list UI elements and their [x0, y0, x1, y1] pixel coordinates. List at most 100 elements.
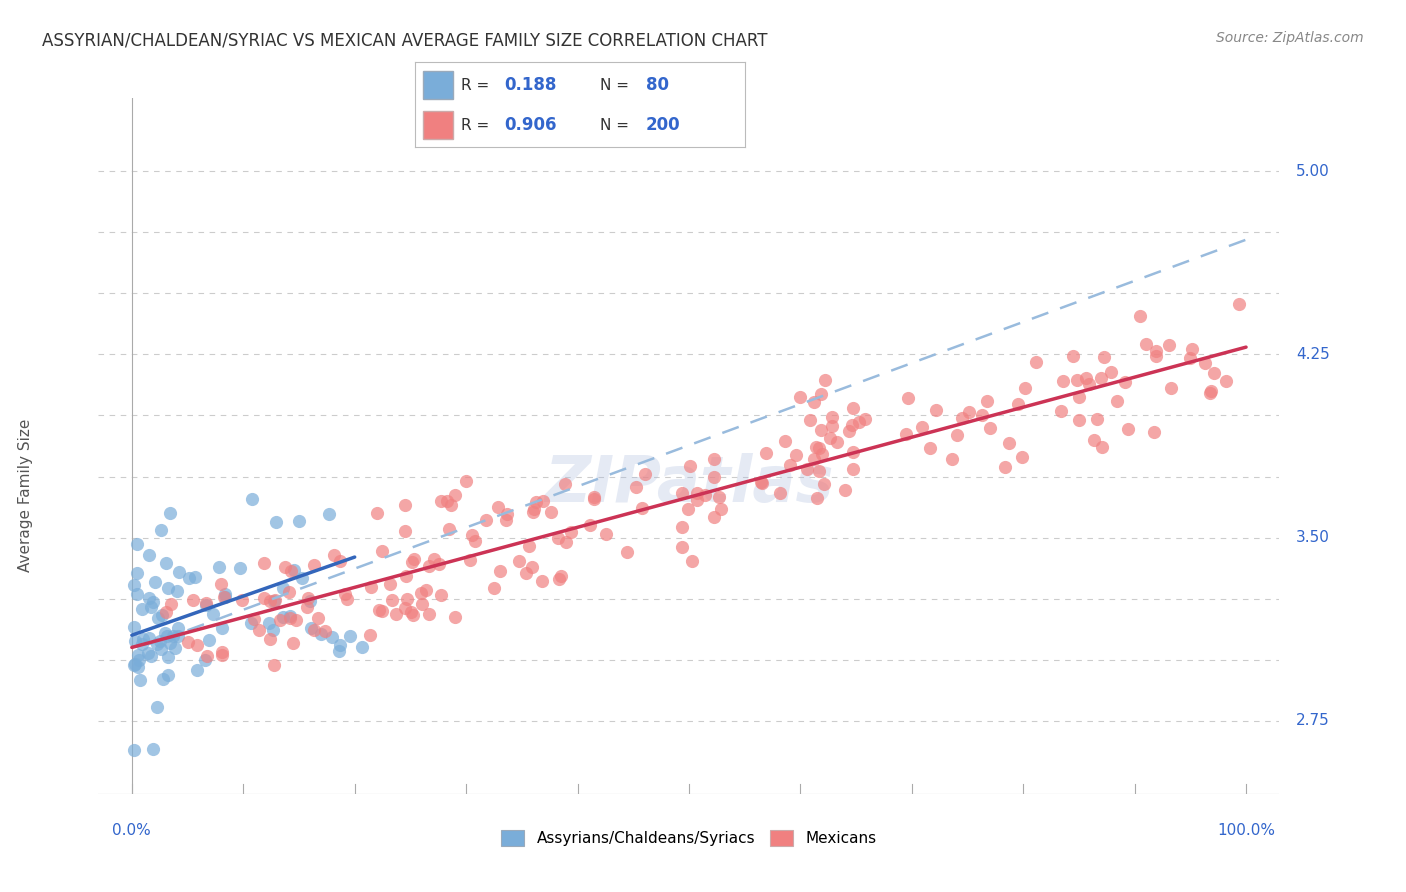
Text: 100.0%: 100.0% [1218, 823, 1275, 838]
Point [298, 593, 321, 607]
Point [146, 637, 169, 651]
Point [339, 629, 361, 643]
Point [834, 483, 856, 497]
Point [522, 505, 544, 519]
Point [439, 522, 461, 536]
Point [211, 648, 233, 662]
Point [208, 559, 231, 574]
Point [297, 591, 319, 605]
Point [162, 629, 184, 643]
Point [897, 391, 920, 405]
Point [979, 421, 1001, 435]
Text: Average Family Size: Average Family Size [18, 418, 34, 572]
Point [803, 452, 825, 467]
Point [1129, 309, 1152, 323]
Point [495, 513, 517, 527]
Point [125, 587, 148, 601]
Point [1099, 365, 1122, 379]
Point [582, 491, 605, 505]
Point [402, 551, 425, 566]
Point [1052, 374, 1074, 388]
Point [214, 590, 236, 604]
Point [138, 591, 160, 605]
Point [1178, 351, 1201, 366]
Point [371, 543, 394, 558]
Point [352, 640, 374, 655]
Point [132, 632, 155, 647]
Point [1062, 349, 1084, 363]
Point [264, 515, 287, 529]
Point [550, 569, 572, 583]
Text: Source: ZipAtlas.com: Source: ZipAtlas.com [1216, 31, 1364, 45]
Point [1160, 381, 1182, 395]
Point [122, 743, 145, 757]
Point [278, 608, 301, 623]
Point [582, 491, 605, 506]
Point [945, 427, 967, 442]
Point [1143, 425, 1166, 440]
Point [807, 464, 830, 478]
Text: ZIPatlas: ZIPatlas [544, 453, 834, 515]
Point [423, 552, 446, 566]
Point [381, 593, 404, 607]
Point [785, 449, 807, 463]
Point [278, 585, 301, 599]
Point [278, 611, 301, 625]
Point [401, 555, 423, 569]
Point [240, 492, 263, 507]
Point [1092, 351, 1115, 365]
Point [769, 486, 792, 500]
Bar [423, 71, 453, 99]
Point [124, 657, 146, 671]
Point [520, 560, 543, 574]
Point [165, 641, 187, 656]
Point [818, 431, 841, 445]
Point [167, 629, 190, 643]
Point [1007, 397, 1029, 411]
Point [842, 401, 865, 415]
Point [803, 394, 825, 409]
Point [998, 435, 1021, 450]
Point [482, 581, 505, 595]
Point [474, 513, 496, 527]
Point [806, 491, 828, 506]
Point [146, 699, 169, 714]
Point [150, 607, 173, 622]
Point [952, 411, 974, 425]
Point [508, 553, 530, 567]
Point [779, 458, 801, 473]
Point [1067, 413, 1090, 427]
Point [194, 596, 217, 610]
Point [1083, 433, 1105, 447]
Point [321, 630, 343, 644]
Point [402, 607, 425, 622]
Point [810, 423, 832, 437]
Point [804, 440, 827, 454]
Point [273, 560, 295, 574]
Point [143, 574, 166, 589]
Point [695, 488, 717, 502]
Point [194, 599, 217, 613]
Point [329, 554, 352, 568]
Point [214, 587, 236, 601]
Point [838, 424, 860, 438]
Point [159, 636, 181, 650]
Point [211, 576, 233, 591]
Point [1091, 440, 1114, 454]
Point [302, 624, 325, 638]
Point [1157, 338, 1180, 352]
Point [259, 632, 281, 647]
Point [595, 526, 617, 541]
Point [211, 644, 233, 658]
Point [1105, 393, 1128, 408]
Point [167, 622, 190, 636]
Point [329, 638, 352, 652]
Point [181, 593, 204, 607]
Point [318, 507, 340, 521]
Point [540, 505, 562, 519]
Point [526, 495, 548, 509]
Text: R =: R = [461, 78, 494, 93]
Point [131, 602, 153, 616]
Point [156, 629, 179, 643]
Point [231, 593, 253, 607]
